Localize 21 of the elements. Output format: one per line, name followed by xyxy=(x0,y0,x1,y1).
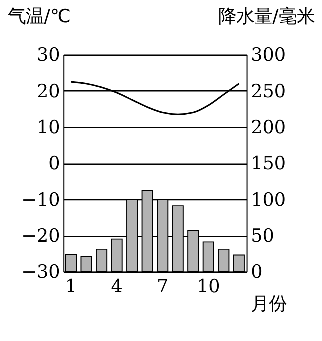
y2-axis-title: 降水量/毫米 xyxy=(218,6,315,28)
y2-tick-label: 100 xyxy=(251,190,286,211)
y-tick-label: 0 xyxy=(48,154,60,175)
y-tick-label: −20 xyxy=(22,226,60,247)
y2-tick-label: 300 xyxy=(251,45,286,66)
y-tick-label: 10 xyxy=(36,118,60,139)
y-axis-title: 气温/℃ xyxy=(8,6,71,28)
y-tick-label: −10 xyxy=(22,190,60,211)
y-tick-label: 20 xyxy=(36,81,60,102)
y2-tick-label: 200 xyxy=(251,118,286,139)
x-tick-label: 1 xyxy=(65,276,78,298)
y-tick-label: 30 xyxy=(36,45,60,66)
y2-tick-label: 50 xyxy=(251,226,274,247)
y-tick-label: −30 xyxy=(22,262,60,284)
y2-tick-label: 250 xyxy=(251,81,286,102)
y2-tick-label: 0 xyxy=(251,262,263,284)
x-tick-label: 7 xyxy=(157,276,169,298)
x-axis-title: 月份 xyxy=(251,294,288,315)
x-tick-label: 4 xyxy=(111,276,123,298)
x-tick-label: 10 xyxy=(196,276,220,298)
y2-tick-label: 150 xyxy=(251,154,286,175)
